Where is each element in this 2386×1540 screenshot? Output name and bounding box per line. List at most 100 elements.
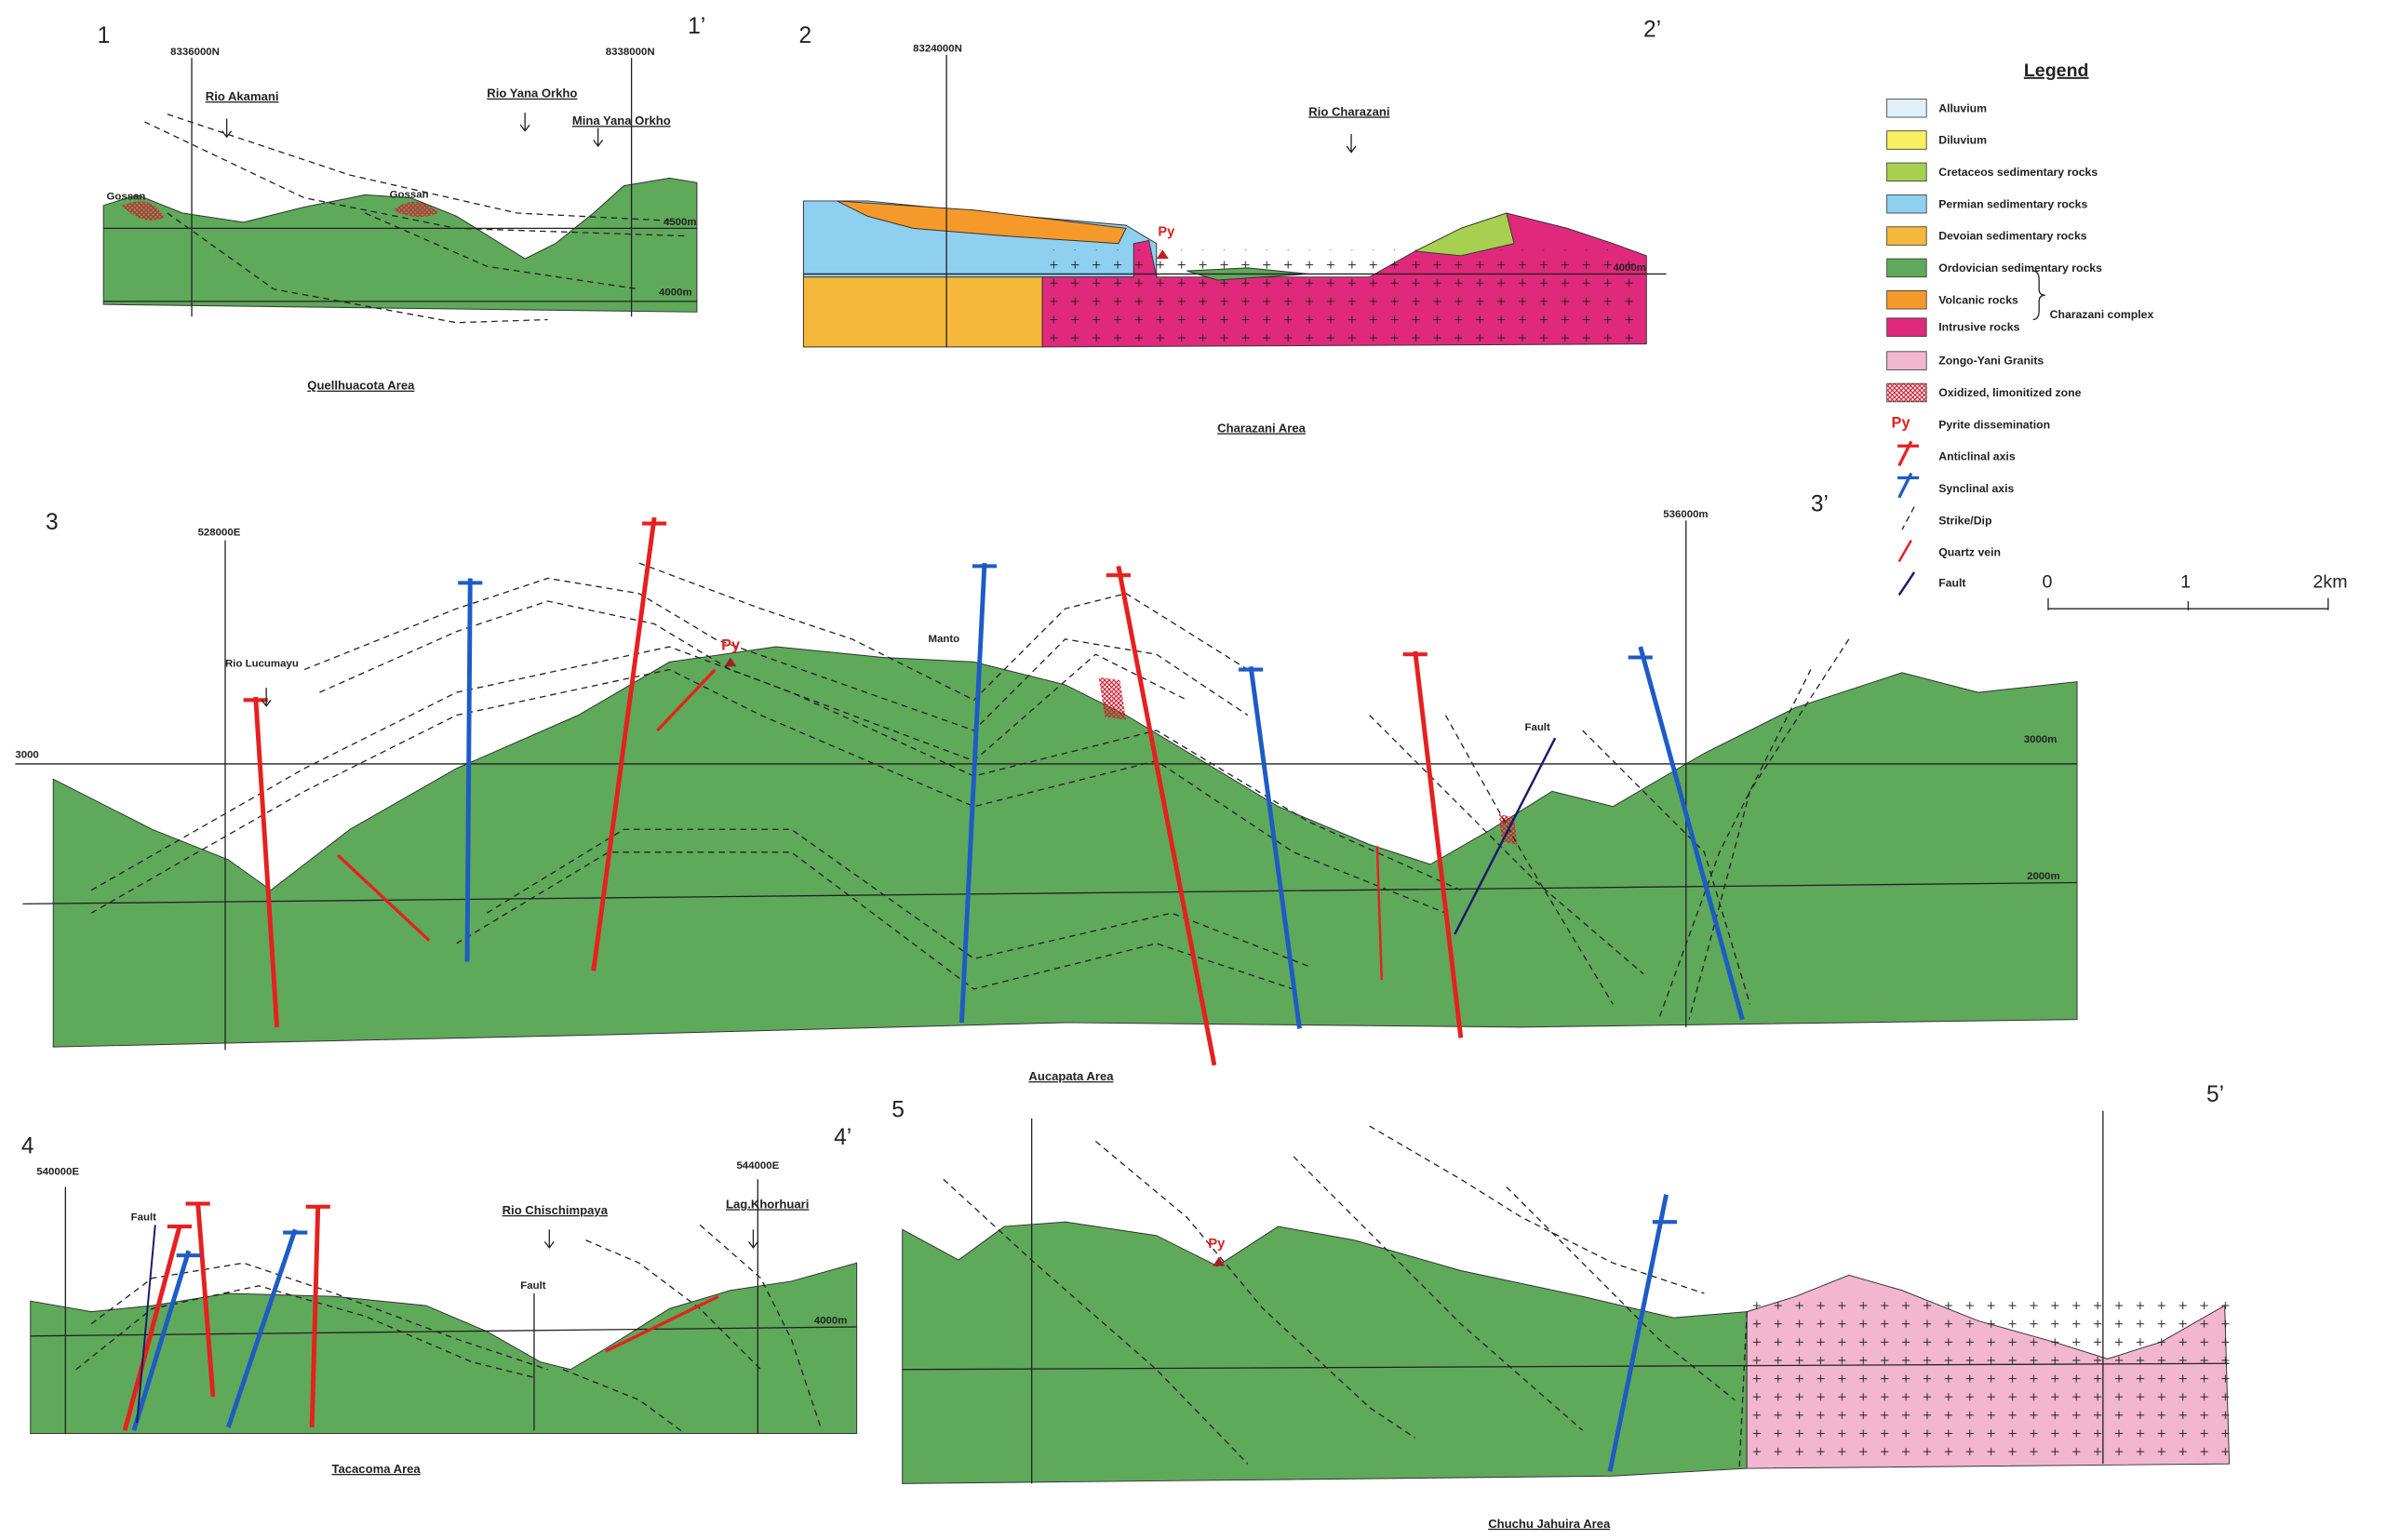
swatch	[1887, 318, 1927, 337]
section-number: 3’	[1811, 492, 1829, 517]
pyrite-label: Py	[1208, 1237, 1226, 1252]
section-3: 3 3’ 528000E 536000m Rio Lucumayu Py Man…	[15, 492, 2077, 1084]
legend-item: Cretaceos sedimentary rocks	[1938, 166, 2098, 179]
devonian	[803, 277, 1042, 347]
bracket-label: Charazani complex	[2050, 308, 2154, 321]
legend-item: Permian sedimentary rocks	[1938, 197, 2087, 210]
elevation-label: 4500m	[664, 217, 697, 228]
fault-label: Fault	[1524, 722, 1550, 733]
legend-item: Synclinal axis	[1938, 482, 2014, 495]
section-title: Tacacoma Area	[331, 1462, 421, 1476]
section-5: 5 5’ Py Chuchu Jahuira Area	[891, 1082, 2229, 1531]
elevation-label: 4000m	[1613, 262, 1646, 274]
ordovician	[53, 647, 2077, 1047]
river-label: Rio Chischimpaya	[503, 1203, 609, 1217]
section-number: 4	[21, 1134, 34, 1159]
ordovician	[903, 1222, 1748, 1483]
river-label: Rio Yana Orkho	[487, 87, 577, 100]
elevation-label: 4000m	[659, 287, 692, 298]
section-number: 4’	[834, 1125, 851, 1150]
section-4: 4 4’ 540000E 544000E Fault Rio Chischimp…	[21, 1125, 857, 1476]
pyrite-label: Py	[1158, 225, 1175, 240]
legend-item: Zongo-Yani Granits	[1938, 355, 2044, 368]
coordinate-label: 540000E	[36, 1166, 79, 1177]
legend-item: Oxidized, limonitized zone	[1938, 386, 2081, 399]
pyrite-label: Py	[721, 636, 740, 653]
section-number: 5	[891, 1097, 905, 1122]
section-title: Quellhuacota Area	[307, 379, 415, 393]
elevation-label: 2000m	[2027, 871, 2060, 882]
legend-item: Anticlinal axis	[1938, 450, 2016, 463]
legend: Legend Py 0 1 2km Charazani complex Allu…	[1887, 60, 2348, 610]
legend-item: Fault	[1938, 576, 1965, 589]
section-number: 2’	[1643, 17, 1661, 42]
legend-item: Diluvium	[1938, 134, 1987, 147]
coordinate-label: 8324000N	[913, 44, 962, 55]
legend-item: Quartz vein	[1938, 546, 2001, 559]
section-title: Chuchu Jahuira Area	[1488, 1517, 1611, 1531]
pyrite-symbol: Py	[1892, 415, 1910, 432]
section-title: Charazani Area	[1217, 421, 1306, 435]
section-number: 2	[798, 23, 811, 48]
gossan-label: Gossan	[390, 190, 429, 201]
legend-item: Devoian sedimentary rocks	[1938, 230, 2087, 243]
river-label: Rio Lucumayu	[225, 658, 299, 669]
arrow	[261, 688, 271, 706]
scale-label: 2km	[2313, 571, 2348, 592]
legend-item: Pyrite dissemination	[1938, 418, 2050, 431]
cross-sections: 1 1’ 8336000N 8338000N Rio Akamani Rio Y…	[0, 0, 2386, 1540]
coordinate-label: 544000E	[736, 1160, 779, 1172]
legend-symbols-path	[1902, 507, 1914, 530]
scale-label: 0	[2042, 571, 2052, 592]
swatch	[1887, 352, 1927, 370]
legend-item: Ordovician sedimentary rocks	[1938, 261, 2102, 275]
swatch	[1887, 383, 1927, 402]
legend-symbols-path	[2033, 271, 2045, 319]
arrow	[544, 1229, 757, 1248]
fault-label: Fault	[520, 1280, 546, 1292]
section-number: 3	[46, 510, 59, 535]
coordinate-label: 8336000N	[170, 47, 220, 58]
legend-title: Legend	[2024, 60, 2089, 81]
swatch	[1887, 99, 1927, 117]
swatch	[1887, 259, 1927, 277]
river-label: Rio Charazani	[1308, 104, 1389, 118]
swatch	[1887, 290, 1927, 309]
fault-label: Fault	[131, 1212, 157, 1224]
legend-item: Volcanic rocks	[1938, 293, 2018, 306]
coordinate-label: 8338000N	[606, 47, 655, 58]
legend-item: Strike/Dip	[1938, 514, 1991, 527]
elevation-label: 3000m	[2024, 734, 2058, 745]
elevation-label: 3000	[15, 749, 38, 760]
gossan-label: Gossan	[106, 191, 145, 202]
legend-item: Intrusive rocks	[1938, 321, 2019, 334]
scale-label: 1	[2180, 571, 2191, 592]
elevation-label: 4000m	[814, 1316, 848, 1327]
swatch	[1887, 227, 1927, 246]
swatch	[1887, 131, 1927, 150]
arrow	[222, 113, 603, 146]
intrusive-texture	[1050, 249, 1643, 343]
manto-label: Manto	[928, 634, 959, 645]
section-1: 1 1’ 8336000N 8338000N Rio Akamani Rio Y…	[98, 14, 706, 393]
granite-texture	[1749, 1293, 2229, 1464]
coordinate-label: 528000E	[198, 528, 241, 539]
section-number: 1	[98, 23, 111, 48]
swatch	[1887, 194, 1927, 213]
lake-label: Lag.Khorhuari	[726, 1197, 809, 1211]
coordinate-label: 536000m	[1663, 509, 1708, 520]
section-title: Aucapata Area	[1028, 1069, 1114, 1083]
river-label: Rio Akamani	[206, 89, 279, 103]
legend-item: Alluvium	[1938, 101, 1987, 114]
swatch	[1887, 163, 1927, 181]
legend-symbols-line	[1899, 541, 1911, 562]
fold-axes-line	[467, 578, 470, 961]
section-2: 2 2’ 8324000N Rio Charazani Py 4000m Cha…	[798, 17, 1666, 435]
mine-label: Mina Yana Orkho	[572, 114, 671, 127]
legend-symbols-line	[1899, 572, 1914, 596]
fold-axes-path	[168, 1204, 330, 1227]
arrow	[1347, 134, 1356, 153]
section-number: 1’	[688, 14, 705, 39]
page: { "sections": [ {"number": "1", "end_num…	[0, 0, 2386, 1540]
section-number: 5’	[2206, 1082, 2224, 1107]
